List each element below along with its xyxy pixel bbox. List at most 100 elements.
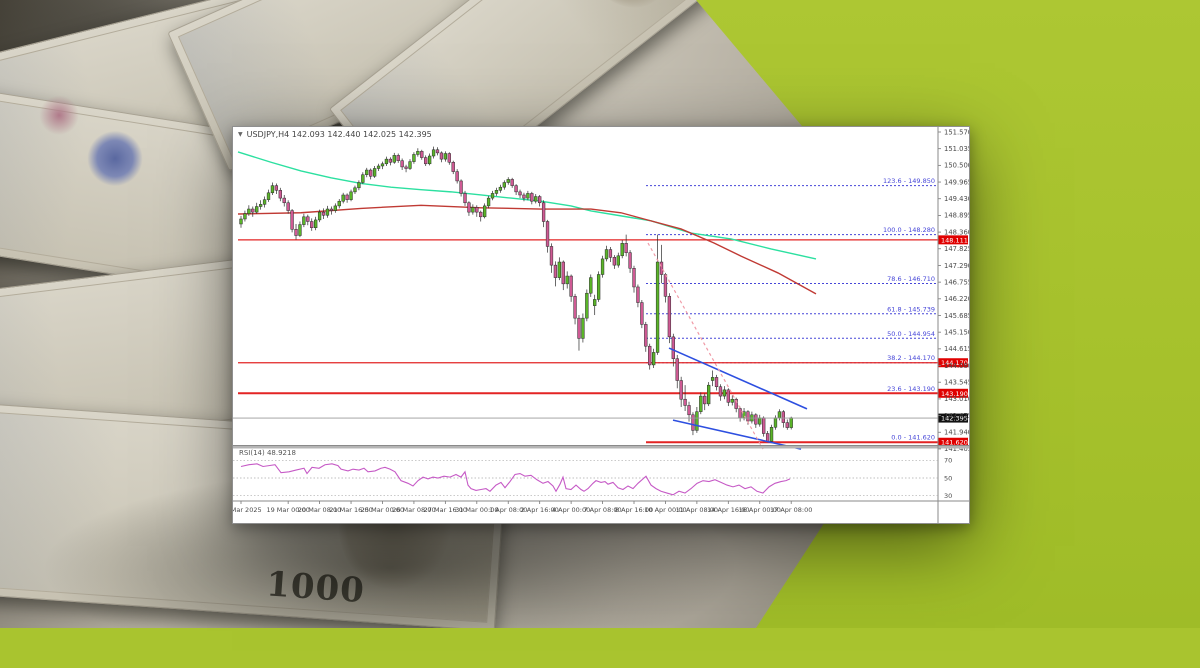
price-axis-label: 147.825 — [944, 245, 969, 253]
candle — [329, 208, 334, 211]
candle — [357, 182, 361, 189]
candle — [596, 274, 601, 300]
price-axis-label: 150.500 — [944, 162, 969, 170]
time-axis-label: 25 Mar 00:00 — [361, 506, 404, 514]
candle — [286, 202, 290, 211]
candle — [443, 153, 448, 160]
price-tag-red-text: 148.111 — [941, 236, 968, 244]
price-tag-red — [938, 388, 968, 398]
price-tag-red — [938, 235, 968, 245]
candle — [565, 275, 569, 285]
candle — [730, 398, 734, 403]
time-axis-label: 10 Apr 00:00 — [644, 506, 686, 514]
candle — [506, 179, 510, 183]
fib-level-label: 50.0 - 144.954 — [887, 330, 935, 338]
candle — [412, 154, 416, 162]
candle — [762, 417, 766, 434]
candle — [683, 398, 687, 406]
candle — [345, 194, 349, 200]
candle — [298, 224, 302, 236]
candle — [251, 208, 255, 213]
price-axis-label: 148.360 — [944, 228, 969, 236]
price-axis-label: 148.895 — [944, 212, 969, 220]
candle — [388, 158, 392, 163]
candle — [337, 200, 341, 207]
time-axis-label: 11 Apr 08:00 — [676, 506, 718, 514]
fib-level-label: 61.8 - 145.739 — [887, 305, 935, 313]
candle — [282, 197, 286, 204]
candle — [608, 249, 613, 258]
candle — [687, 405, 691, 416]
candle — [616, 255, 620, 266]
candle — [486, 197, 491, 207]
time-axis-label: 17 Apr 08:00 — [770, 506, 812, 514]
rsi-line — [240, 463, 791, 496]
candle — [310, 221, 314, 228]
candle — [353, 187, 357, 193]
candle — [435, 149, 440, 154]
price-axis-label: 141.405 — [944, 445, 969, 453]
price-axis-label: 149.430 — [944, 195, 969, 203]
candle — [424, 157, 428, 165]
candle — [349, 191, 353, 200]
candle — [526, 193, 530, 199]
candle — [467, 202, 471, 213]
candle — [746, 411, 750, 422]
candle — [703, 395, 707, 405]
candle — [514, 185, 518, 193]
candle — [722, 389, 727, 397]
price-tag-red-text: 141.620 — [941, 439, 968, 447]
candle — [593, 299, 597, 306]
candle — [726, 389, 730, 403]
time-axis-label: 14 Apr 16:00 — [707, 506, 749, 514]
chevron-down-icon[interactable]: ▼ — [238, 131, 243, 138]
candle — [640, 302, 644, 325]
candle — [663, 274, 668, 297]
candle — [384, 158, 389, 165]
candle — [589, 277, 593, 294]
candle — [648, 345, 652, 366]
bid-price-tag-text: 142.395 — [941, 415, 968, 423]
price-axis-label: 141.940 — [944, 429, 969, 437]
candle — [718, 386, 723, 397]
candle — [361, 174, 365, 183]
candle — [577, 317, 581, 339]
candle — [518, 191, 522, 196]
time-axis-label: 8 Apr 16:00 — [615, 506, 653, 514]
candle — [624, 243, 628, 253]
price-axis-label: 143.545 — [944, 379, 969, 387]
candle — [789, 417, 793, 428]
candle — [247, 208, 251, 214]
trendline-wedge-upper[interactable] — [668, 347, 808, 410]
chart-window: ▼ USDJPY,H4 142.093 142.440 142.025 142.… — [232, 126, 970, 524]
time-axis-label: 31 Mar 00:00 — [455, 506, 498, 514]
candle — [471, 207, 475, 213]
time-axis-label: 27 Mar 16:00 — [424, 506, 467, 514]
candle — [463, 193, 467, 204]
candle — [738, 408, 742, 419]
candle — [561, 261, 565, 285]
candle — [372, 168, 377, 177]
candle — [408, 161, 412, 169]
price-axis-label: 146.220 — [944, 295, 969, 303]
fib-level-label: 38.2 - 144.170 — [887, 354, 935, 362]
candle — [710, 377, 715, 381]
ma-fast-line — [237, 151, 817, 260]
candle — [758, 417, 762, 425]
candle — [671, 336, 675, 359]
rsi-indicator-label: RSI(14) 48.9218 — [239, 449, 296, 457]
price-tag-red — [938, 358, 968, 368]
candle — [475, 207, 479, 213]
time-axis-label: 19 Mar 00:00 — [266, 506, 309, 514]
candle — [294, 229, 298, 236]
fib-level-label: 0.0 - 141.620 — [891, 434, 935, 442]
candle — [545, 221, 550, 247]
candle — [541, 202, 546, 222]
price-tag-red — [938, 437, 968, 447]
trendline-wedge-lower[interactable] — [672, 419, 802, 450]
rsi-axis-label: 30 — [944, 492, 952, 500]
chart-canvas[interactable]: 123.6 - 149.850 100.0 - 148.280 78.6 - 146… — [233, 127, 969, 523]
time-axis-label: 20 Mar 08:00 — [298, 506, 341, 514]
candle — [699, 395, 703, 412]
ma-slow-line — [237, 204, 817, 295]
